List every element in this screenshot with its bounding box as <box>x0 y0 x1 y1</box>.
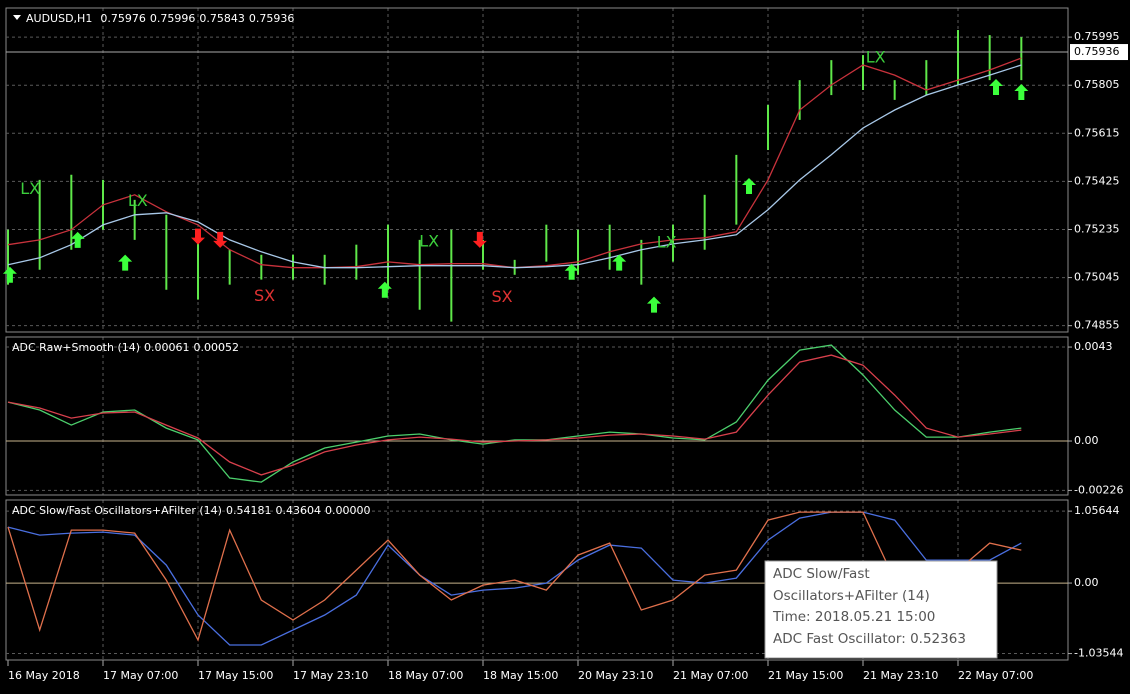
last-value: 0.43604 <box>275 504 321 517</box>
buy-arrow <box>647 296 661 313</box>
buy-arrow <box>612 254 627 271</box>
x-tick-label: 21 May 07:00 <box>673 669 748 682</box>
y-tick-label: 0.00 <box>1074 576 1099 589</box>
panel-title-text: AUDUSD,H1 <box>26 12 92 25</box>
series-line <box>7 344 1022 483</box>
x-tick-label: 18 May 15:00 <box>483 669 558 682</box>
panel-frame <box>5 499 1069 661</box>
menu-triangle[interactable] <box>13 15 21 20</box>
buy-arrow <box>2 266 17 283</box>
sell-arrow <box>213 231 228 248</box>
panel-title: AUDUSD,H1 0.75976 0.75996 0.75843 0.75936 <box>26 12 294 25</box>
buy-arrow <box>742 177 756 194</box>
x-tick-label: 20 May 23:10 <box>578 669 653 682</box>
series-line <box>7 354 1022 476</box>
ohlc-value: 0.75996 <box>150 12 196 25</box>
buy-arrow <box>118 254 133 271</box>
last-value: 0.00052 <box>194 341 240 354</box>
panel-title: ADC Raw+Smooth (14) 0.00061 0.00052 <box>12 341 239 354</box>
y-tick-label: 0.00 <box>1074 434 1099 447</box>
current-price-label: 0.75936 <box>1074 45 1120 58</box>
y-tick-label: -0.00226 <box>1074 483 1123 496</box>
buy-arrow <box>70 231 85 248</box>
last-value: 0.00000 <box>325 504 371 517</box>
y-tick-label: 0.75615 <box>1074 126 1120 139</box>
buy-arrow <box>377 281 392 298</box>
y-tick-label: 0.75995 <box>1074 30 1120 43</box>
last-value: 0.54181 <box>226 504 272 517</box>
tooltip-line: Oscillators+AFilter (14) <box>773 588 930 604</box>
ohlc-value: 0.75936 <box>249 12 295 25</box>
last-value: 0.00061 <box>144 341 190 354</box>
panel-title-text: ADC Raw+Smooth (14) <box>12 341 140 354</box>
ohlc-value: 0.75843 <box>199 12 245 25</box>
current-price-box <box>1070 44 1128 61</box>
ohlc-value: 0.75976 <box>100 12 146 25</box>
y-tick-label: 0.75045 <box>1074 271 1120 284</box>
x-tick-label: 17 May 07:00 <box>103 669 178 682</box>
tooltip-line: ADC Slow/Fast <box>773 566 870 582</box>
y-tick-label: 0.75425 <box>1074 174 1120 187</box>
tooltip-line: ADC Fast Oscillator: 0.52363 <box>773 631 966 647</box>
panel-frame <box>5 7 1069 333</box>
sell-arrow <box>472 231 487 248</box>
x-tick-label: 16 May 2018 <box>8 669 80 682</box>
buy-arrow <box>1014 84 1029 101</box>
buy-arrow <box>989 78 1003 95</box>
y-tick-label: 1.05644 <box>1074 504 1120 517</box>
series-line <box>7 511 1022 642</box>
tooltip-line: Time: 2018.05.21 15:00 <box>772 609 935 625</box>
series-line <box>7 64 1022 269</box>
x-tick-label: 21 May 15:00 <box>768 669 843 682</box>
buy-arrow <box>564 263 579 280</box>
tooltip: ADC Slow/Fast Oscillators+AFilter (14) T… <box>764 560 998 659</box>
x-tick-label: 18 May 07:00 <box>388 669 463 682</box>
signal-label: LX <box>866 48 886 67</box>
signal-label: LX <box>657 232 677 251</box>
x-tick-label: 21 May 23:10 <box>863 669 938 682</box>
y-tick-label: 0.75235 <box>1074 222 1120 235</box>
y-tick-label: -1.03544 <box>1074 647 1123 660</box>
tooltip-box <box>764 560 998 659</box>
signal-label: LX <box>128 191 148 210</box>
signal-label: LX <box>20 179 40 198</box>
signal-label: SX <box>254 286 275 305</box>
sell-arrow <box>191 228 205 245</box>
x-tick-label: 17 May 15:00 <box>198 669 273 682</box>
panel-title: ADC Slow/Fast Oscillators+AFilter (14) 0.… <box>12 504 370 517</box>
x-tick-label: 17 May 23:10 <box>293 669 368 682</box>
y-tick-label: 0.75805 <box>1074 78 1120 91</box>
signal-label: SX <box>491 287 512 306</box>
panel-frame <box>5 336 1069 496</box>
y-tick-label: 0.74855 <box>1074 319 1120 332</box>
signal-label: LX <box>419 231 439 250</box>
x-tick-label: 22 May 07:00 <box>958 669 1033 682</box>
panel-title-text: ADC Slow/Fast Oscillators+AFilter (14) <box>12 504 222 517</box>
y-tick-label: 0.0043 <box>1074 340 1113 353</box>
